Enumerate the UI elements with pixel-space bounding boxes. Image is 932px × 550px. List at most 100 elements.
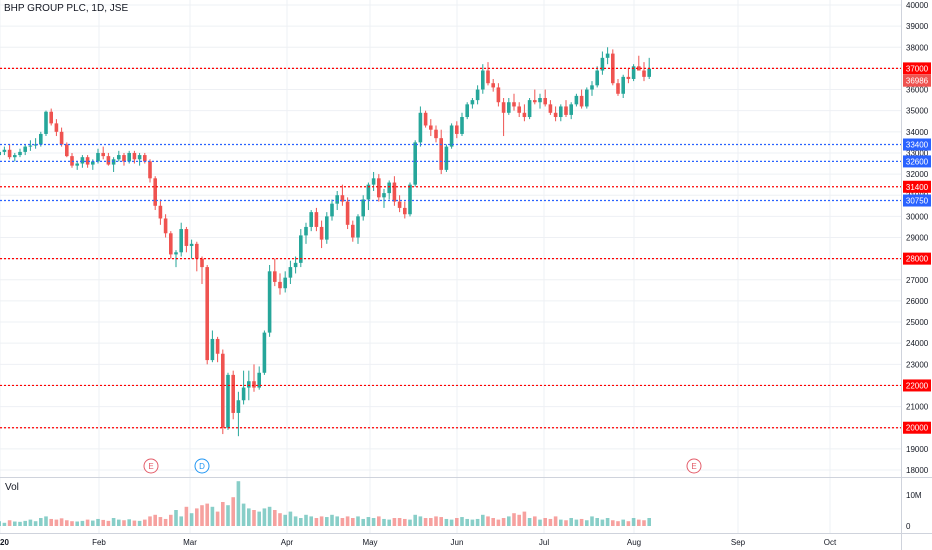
- price-tick-label: 25000: [906, 318, 929, 327]
- candle-body: [345, 201, 350, 225]
- volume-bar: [117, 519, 121, 526]
- candle-body: [91, 161, 95, 165]
- candle-body: [28, 145, 33, 147]
- candle-body: [309, 212, 313, 227]
- candle-body: [210, 338, 215, 361]
- time-tick-label: Jun: [451, 538, 464, 547]
- volume-bar: [335, 516, 339, 526]
- candle-body: [7, 149, 12, 158]
- volume-bar: [236, 481, 241, 526]
- volume-bar: [106, 520, 111, 526]
- candle-body: [408, 184, 412, 215]
- volume-bar: [491, 518, 495, 526]
- level-label-box: [903, 252, 931, 265]
- volume-bar: [195, 508, 199, 526]
- volume-bar: [241, 503, 246, 526]
- volume-bar: [569, 518, 573, 526]
- volume-label[interactable]: Vol: [5, 482, 19, 493]
- last-price-box: [903, 74, 931, 87]
- candle-body: [507, 102, 511, 113]
- volume-bar: [465, 518, 469, 526]
- candle-body: [153, 178, 157, 206]
- volume-bar: [345, 516, 350, 526]
- volume-bar: [423, 518, 428, 526]
- volume-bar: [330, 514, 334, 526]
- price-tick-label: 18000: [906, 466, 929, 475]
- candle-body: [647, 68, 651, 77]
- level-label-box: [903, 180, 931, 193]
- candle-body: [392, 182, 397, 202]
- candle-body: [371, 178, 376, 185]
- level-label-text: 20000: [906, 424, 929, 433]
- volume-tick-10m: 10M: [906, 491, 922, 500]
- event-marker-label: E: [148, 462, 153, 471]
- candle-body: [189, 243, 194, 246]
- last-price-text: 36986: [906, 77, 929, 86]
- candle-body: [314, 212, 319, 227]
- volume-bar: [304, 514, 308, 526]
- time-tick-label: Jul: [539, 538, 549, 547]
- candlesticks: [0, 47, 651, 437]
- volume-bar: [70, 521, 74, 526]
- volume-bar: [75, 521, 79, 526]
- level-label-box: [903, 421, 931, 434]
- candle-body: [158, 205, 163, 219]
- volume-bar: [54, 519, 59, 526]
- volume-bar: [319, 516, 324, 526]
- candle-body: [231, 374, 235, 413]
- candle-body: [174, 252, 178, 255]
- candle-body: [117, 155, 121, 160]
- volume-bar: [158, 517, 163, 526]
- candle-body: [574, 95, 579, 105]
- volume-bar: [80, 520, 85, 526]
- candle-body: [241, 387, 246, 401]
- volume-bar: [174, 510, 178, 526]
- candle-body: [429, 125, 433, 130]
- candle-body: [65, 144, 69, 157]
- price-tick-label: 39000: [906, 22, 929, 31]
- volume-bars: [0, 481, 651, 526]
- volume-bar: [215, 511, 220, 526]
- volume-bar: [299, 518, 303, 526]
- candle-body: [512, 102, 516, 107]
- volume-bar: [616, 521, 620, 526]
- volume-bar: [111, 518, 116, 526]
- volume-bar: [475, 518, 480, 526]
- candle-body: [626, 76, 631, 79]
- volume-tick-0: 0: [906, 522, 911, 531]
- candle-body: [465, 104, 469, 118]
- candle-body: [533, 100, 537, 103]
- price-tick-label: 26000: [906, 297, 929, 306]
- candle-body: [184, 229, 189, 246]
- volume-bar: [585, 520, 589, 526]
- volume-bar: [23, 520, 27, 526]
- candle-body: [616, 83, 620, 94]
- volume-bar: [205, 503, 209, 526]
- volume-bar: [7, 520, 12, 526]
- volume-bar: [96, 518, 100, 526]
- level-label-text: 22000: [906, 381, 929, 390]
- volume-bar: [647, 518, 651, 526]
- candle-body: [366, 184, 371, 200]
- level-label-text: 37000: [906, 64, 929, 73]
- candle-body: [0, 151, 1, 156]
- event-marker-earnings: [143, 458, 159, 474]
- time-axis[interactable]: 2020 Feb Mar Apr May Jun Jul Aug Sep Oct: [0, 538, 837, 547]
- candle-body: [96, 152, 100, 162]
- volume-bar: [293, 516, 298, 526]
- volume-bar: [564, 520, 568, 526]
- symbol-title[interactable]: BHP GROUP PLC, 1D, JSE: [4, 3, 129, 14]
- price-tick-label: 19000: [906, 445, 929, 454]
- candle-body: [564, 106, 568, 115]
- volume-bar: [590, 516, 594, 526]
- level-label-box: [903, 379, 931, 392]
- candle-body: [449, 125, 454, 147]
- candle-body: [195, 243, 199, 259]
- level-label-text: 32600: [906, 157, 929, 166]
- volume-bar: [356, 516, 360, 526]
- candle-body: [434, 129, 438, 139]
- candle-body: [299, 235, 303, 263]
